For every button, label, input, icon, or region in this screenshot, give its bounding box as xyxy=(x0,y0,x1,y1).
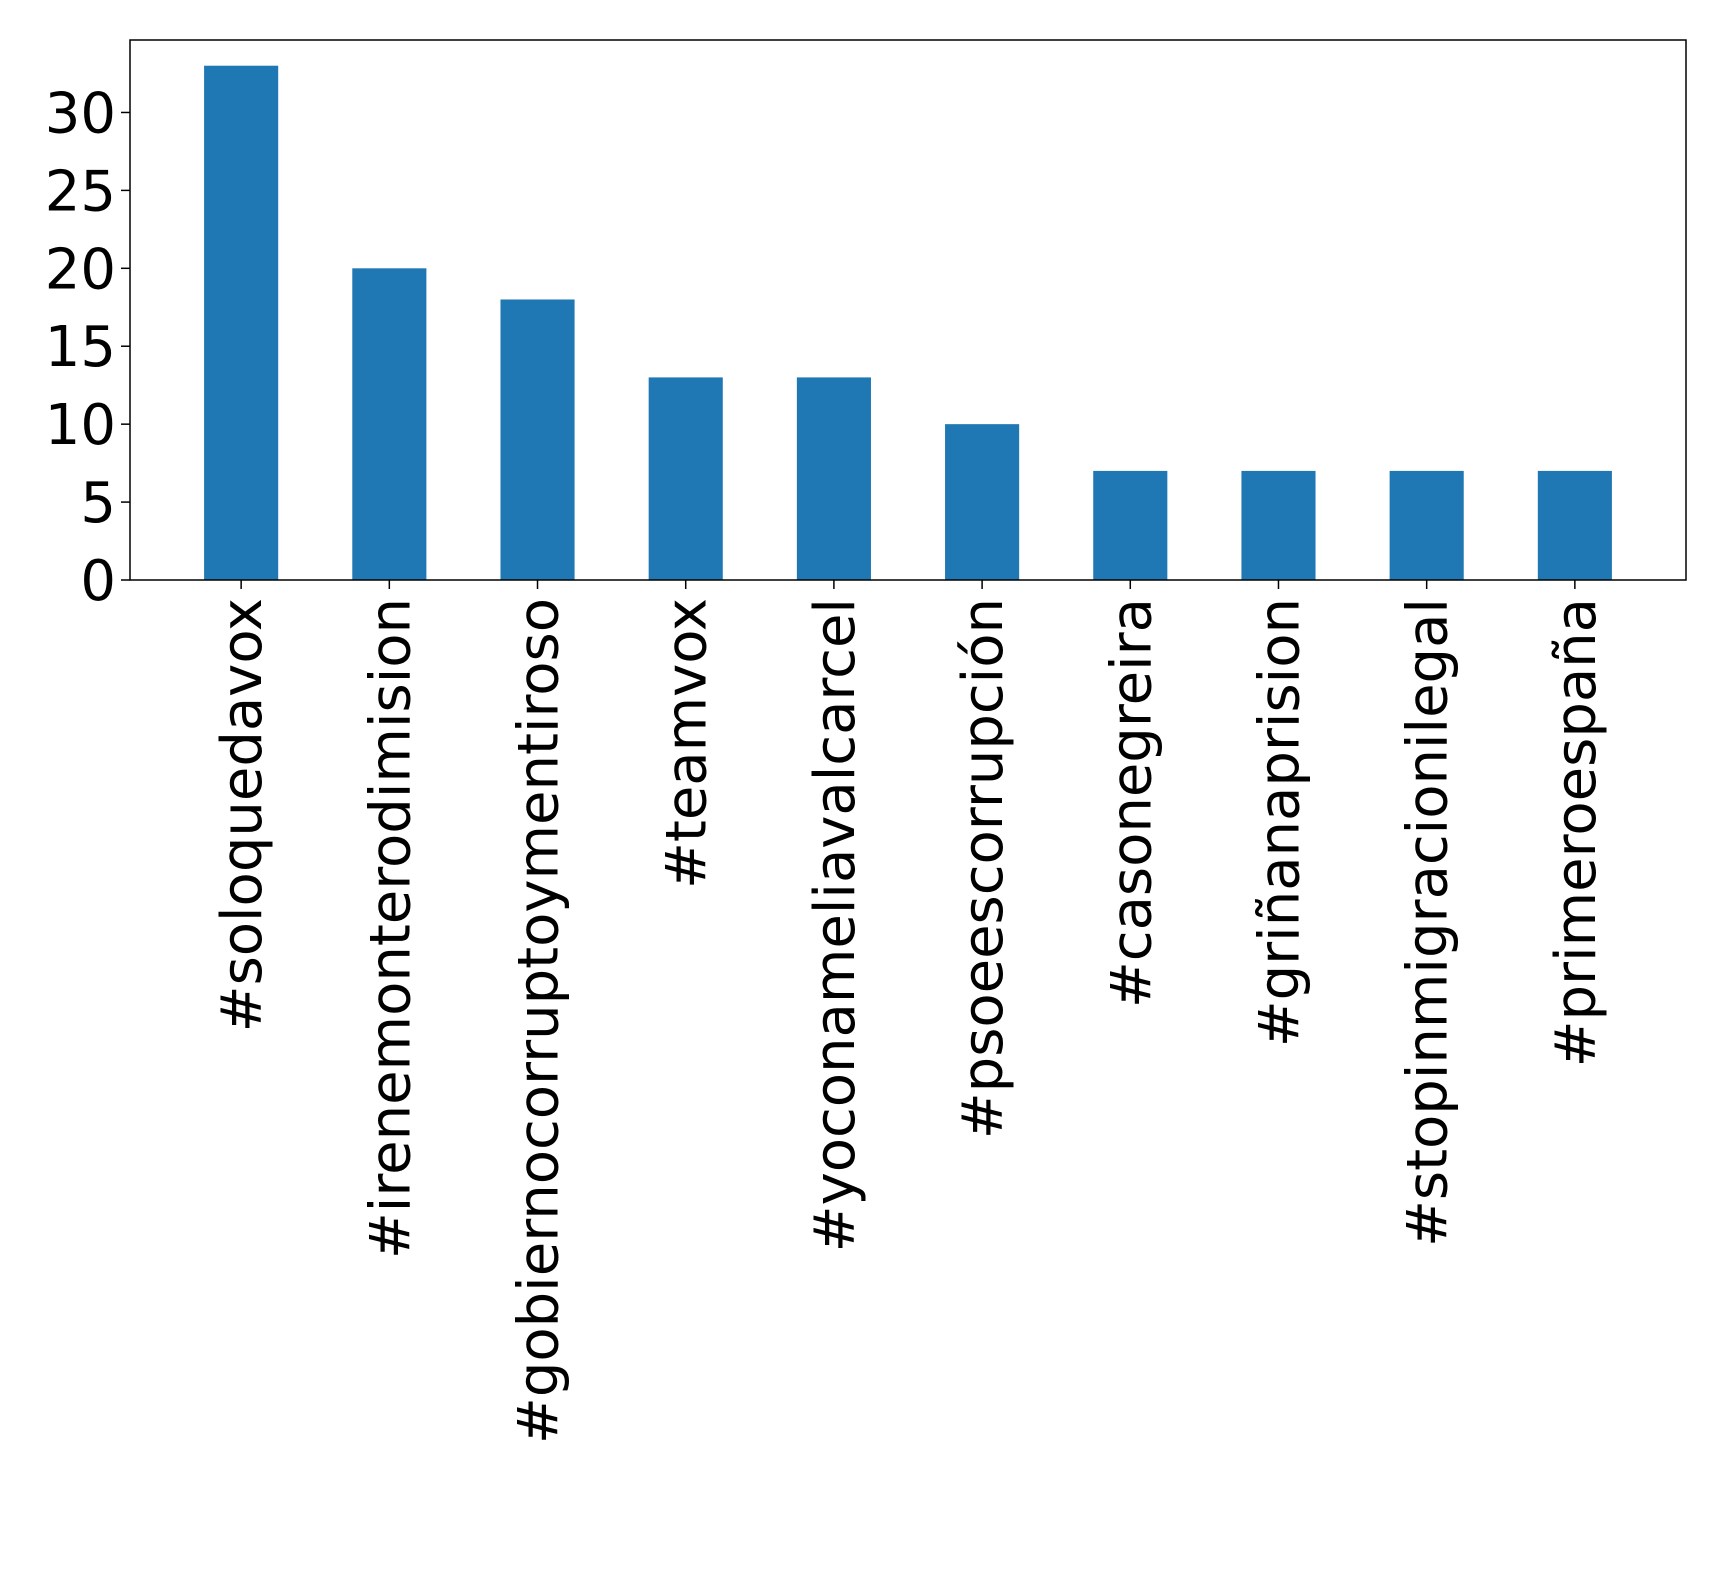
bar xyxy=(796,377,871,580)
x-tick-label: #teamvox xyxy=(655,598,720,889)
x-tick-label: #griñanaprision xyxy=(1247,598,1312,1047)
bar xyxy=(1241,470,1316,580)
x-axis: #soloquedavox #irenemonterodimision #gobie… xyxy=(210,580,1609,1444)
x-tick-label: #stopinmigracionilegal xyxy=(1396,598,1461,1247)
y-tick-label: 15 xyxy=(45,315,116,380)
bar xyxy=(352,268,427,580)
bar xyxy=(1537,470,1612,580)
bar xyxy=(204,65,279,580)
x-tick-label: #psoeescorrupción xyxy=(951,598,1016,1139)
x-tick-label: #irenemonterodimision xyxy=(358,598,423,1259)
bar xyxy=(500,299,575,580)
y-axis: 0 5 10 15 20 25 30 xyxy=(45,81,130,614)
bars-group xyxy=(204,65,1612,580)
plot-frame xyxy=(129,39,1687,581)
bar xyxy=(1093,470,1168,580)
x-tick-label: #soloquedavox xyxy=(210,598,275,1032)
x-tick-label: #gobiernocorruptoymentiroso xyxy=(507,598,572,1444)
y-tick-label: 10 xyxy=(45,393,116,458)
x-tick-label: #yoconameliavalcarcel xyxy=(803,598,868,1252)
y-tick-label: 0 xyxy=(80,549,116,614)
y-tick-label: 25 xyxy=(45,159,116,224)
bar xyxy=(1389,470,1464,580)
y-tick-label: 20 xyxy=(45,237,116,302)
x-tick-label: #casonegreira xyxy=(1099,598,1164,1008)
bar xyxy=(648,377,723,580)
x-tick-label: #primeroespaña xyxy=(1544,598,1609,1067)
y-tick-label: 5 xyxy=(80,471,116,536)
bar xyxy=(945,424,1020,580)
y-tick-label: 30 xyxy=(45,81,116,146)
